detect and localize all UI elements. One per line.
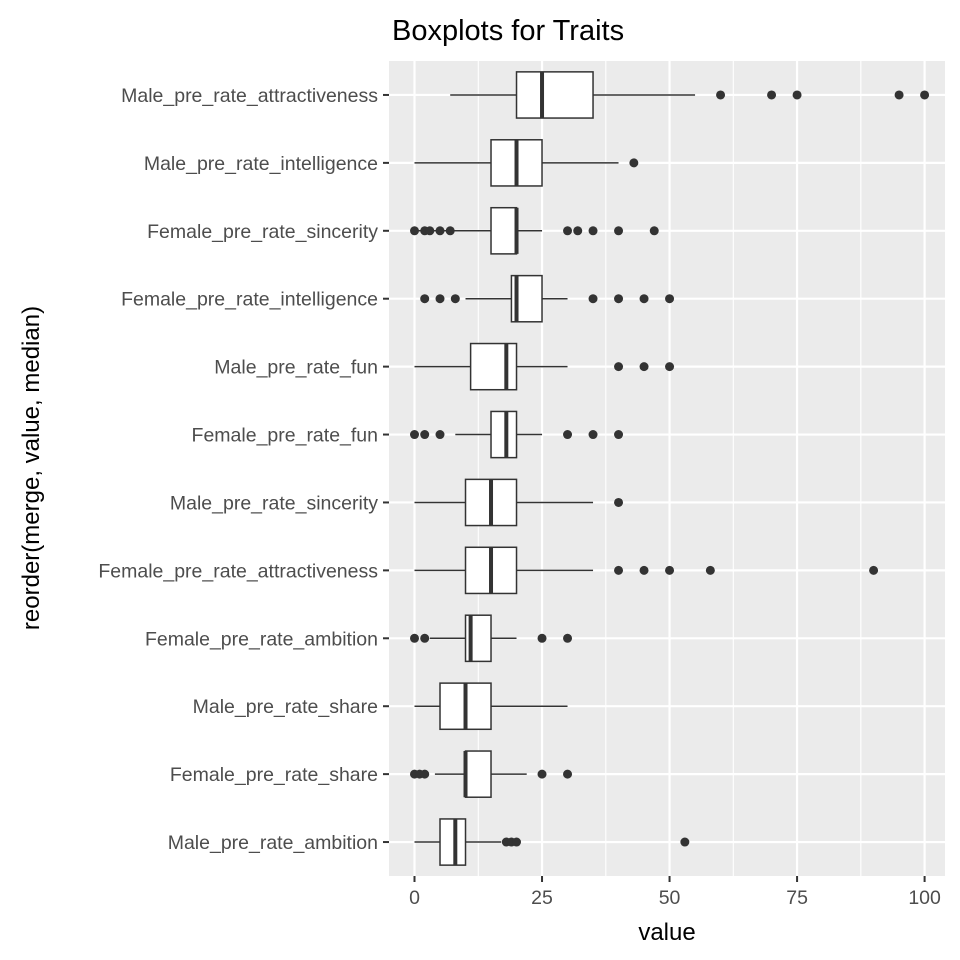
boxplot-Female_pre_rate_ambition	[410, 614, 573, 663]
outlier-point	[588, 226, 598, 236]
outlier-point	[435, 226, 445, 236]
y-tick-labels: Male_pre_rate_attractiveness Male_pre_rat…	[98, 85, 389, 854]
outlier-point	[767, 90, 777, 100]
plot-panel	[389, 61, 945, 876]
outlier-point	[614, 430, 624, 440]
boxplot-Female_pre_rate_share	[410, 750, 573, 798]
box-layer	[410, 71, 930, 866]
outlier-point	[450, 294, 460, 304]
outlier-point	[588, 294, 598, 304]
x-tick-label: 50	[659, 887, 681, 909]
box	[515, 71, 594, 119]
y-tick-label: Female_pre_rate_share	[170, 764, 378, 786]
outlier-point	[512, 837, 522, 847]
outlier-point	[894, 90, 904, 100]
outlier-point	[588, 430, 598, 440]
y-tick-label: Male_pre_rate_ambition	[168, 832, 378, 854]
boxplot-Female_pre_rate_fun	[410, 410, 624, 459]
outlier-point	[614, 294, 624, 304]
boxplot-Female_pre_rate_attractiveness	[414, 546, 879, 595]
box	[439, 818, 467, 866]
boxplot-Male_pre_rate_attractiveness	[450, 71, 930, 119]
boxplot-Male_pre_rate_ambition	[414, 818, 690, 866]
outlier-point	[614, 226, 624, 236]
box	[490, 410, 518, 459]
boxplot-Male_pre_rate_fun	[414, 342, 675, 391]
x-tick-label: 25	[531, 887, 553, 909]
boxplot-Female_pre_rate_intelligence	[420, 274, 675, 323]
y-tick-label: Female_pre_rate_ambition	[145, 628, 378, 650]
outlier-point	[445, 226, 455, 236]
outlier-point	[410, 633, 420, 643]
box	[464, 750, 492, 798]
outlier-point	[420, 294, 430, 304]
outlier-point	[425, 226, 435, 236]
x-axis-title: value	[638, 919, 695, 946]
outlier-point	[869, 565, 879, 575]
y-tick-label: Male_pre_rate_attractiveness	[121, 85, 378, 107]
y-tick-label: Female_pre_rate_sincerity	[147, 221, 378, 243]
outlier-point	[705, 565, 715, 575]
x-tick-label: 0	[409, 887, 420, 909]
y-tick-label: Female_pre_rate_attractiveness	[98, 560, 378, 582]
boxplot-Female_pre_rate_sincerity	[410, 206, 659, 255]
outlier-point	[649, 226, 659, 236]
outlier-point	[563, 430, 573, 440]
outlier-point	[435, 430, 445, 440]
y-tick-label: Female_pre_rate_intelligence	[121, 289, 378, 311]
outlier-point	[665, 294, 675, 304]
y-tick-label: Female_pre_rate_fun	[192, 425, 378, 447]
outlier-point	[792, 90, 802, 100]
outlier-point	[537, 769, 547, 779]
outlier-point	[639, 294, 649, 304]
outlier-point	[563, 769, 573, 779]
boxplot-Male_pre_rate_share	[414, 682, 568, 731]
boxplot-Male_pre_rate_sincerity	[414, 478, 624, 527]
outlier-point	[537, 633, 547, 643]
boxplot-Male_pre_rate_intelligence	[414, 139, 639, 187]
y-tick-label: Male_pre_rate_share	[193, 696, 378, 718]
y-axis-title: reorder(merge, value, median)	[18, 306, 45, 630]
outlier-point	[665, 362, 675, 372]
outlier-point	[614, 497, 624, 507]
outlier-point	[639, 362, 649, 372]
outlier-point	[573, 226, 583, 236]
outlier-point	[435, 294, 445, 304]
x-tick-label: 75	[786, 887, 808, 909]
x-axis: 0 25 50 75 100	[409, 876, 941, 909]
outlier-point	[614, 362, 624, 372]
chart-title: Boxplots for Traits	[392, 15, 624, 47]
outlier-point	[420, 633, 430, 643]
box	[469, 342, 518, 391]
y-tick-label: Male_pre_rate_fun	[214, 357, 378, 379]
x-tick-label: 100	[908, 887, 941, 909]
outlier-point	[680, 837, 690, 847]
outlier-point	[563, 226, 573, 236]
outlier-point	[420, 430, 430, 440]
outlier-point	[410, 226, 420, 236]
y-tick-label: Male_pre_rate_sincerity	[170, 492, 378, 514]
outlier-point	[639, 565, 649, 575]
outlier-point	[716, 90, 726, 100]
y-tick-label: Male_pre_rate_intelligence	[144, 153, 378, 175]
outlier-point	[665, 565, 675, 575]
outlier-point	[563, 633, 573, 643]
outlier-point	[920, 90, 930, 100]
outlier-point	[614, 565, 624, 575]
outlier-point	[410, 430, 420, 440]
box	[490, 206, 518, 255]
outlier-point	[629, 158, 639, 168]
outlier-point	[420, 769, 430, 779]
